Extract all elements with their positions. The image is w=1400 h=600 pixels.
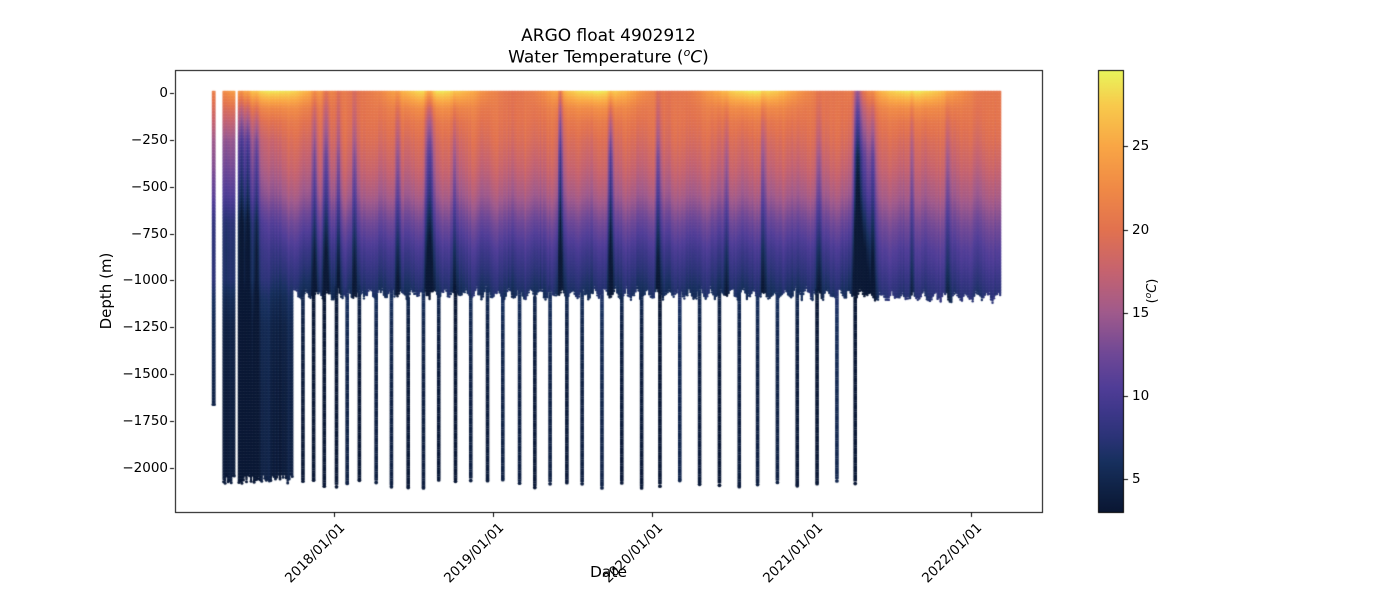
colorbar-tick-label: 10 bbox=[1132, 387, 1150, 404]
colorbar-tick-label: 20 bbox=[1132, 221, 1150, 238]
colorbar-tick-label: 15 bbox=[1132, 304, 1150, 321]
subtitle-unit: C bbox=[690, 47, 703, 68]
plot-subtitle: Water Temperature (oC) bbox=[175, 46, 1042, 68]
y-axis-label: Depth (m) bbox=[97, 252, 115, 330]
colorbar-label: (oC) bbox=[1143, 278, 1161, 304]
y-tick-label: −2000 bbox=[122, 460, 168, 477]
y-tick-label: −1000 bbox=[122, 272, 168, 289]
x-axis-label: Date bbox=[589, 563, 628, 581]
y-tick-label: −1500 bbox=[122, 366, 168, 383]
y-tick-label: −250 bbox=[130, 131, 168, 148]
y-tick-label: −750 bbox=[130, 225, 168, 242]
subtitle-close: ) bbox=[702, 47, 709, 68]
subtitle-superscript: o bbox=[683, 46, 691, 59]
colorbar-tick-label: 5 bbox=[1132, 470, 1141, 487]
y-tick-label: −1250 bbox=[122, 319, 168, 336]
y-tick-label: −1750 bbox=[122, 413, 168, 430]
y-tick-label: −500 bbox=[130, 178, 168, 195]
plot-title: ARGO float 4902912 bbox=[521, 26, 696, 46]
subtitle-text: Water Temperature ( bbox=[508, 47, 684, 68]
colorbar-tick-label: 25 bbox=[1132, 138, 1150, 155]
y-tick-label: 0 bbox=[159, 84, 168, 101]
